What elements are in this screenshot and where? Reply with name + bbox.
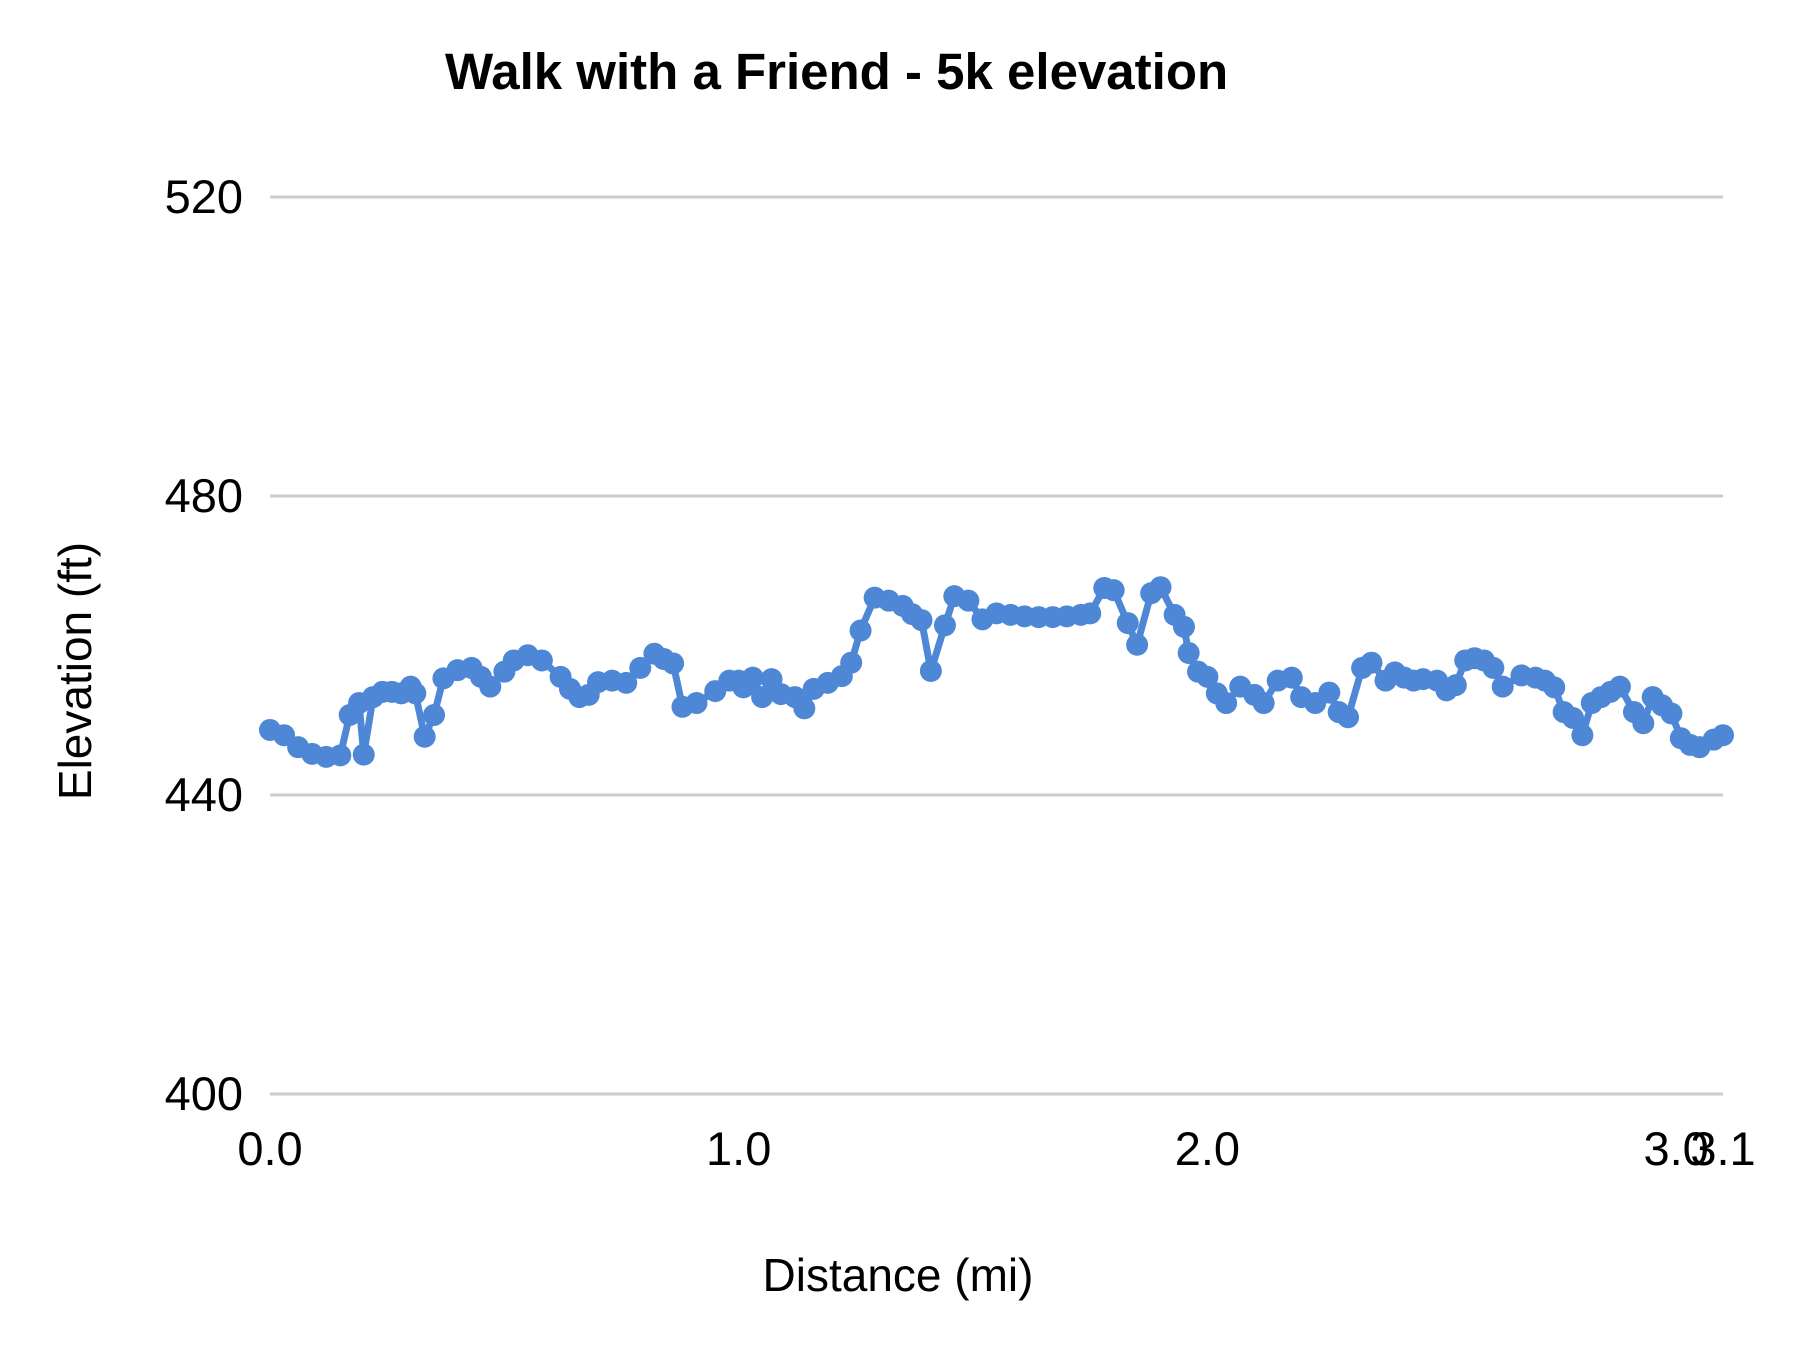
- x-axis-title: Distance (mi): [762, 1249, 1034, 1301]
- data-point: [530, 649, 553, 672]
- data-point: [840, 651, 863, 674]
- data-point: [1172, 615, 1195, 638]
- data-point: [423, 704, 446, 727]
- data-point: [1491, 675, 1514, 698]
- data-point: [1126, 633, 1149, 656]
- data-point: [1215, 692, 1238, 715]
- data-point: [413, 725, 436, 748]
- data-point: [685, 692, 708, 715]
- data-point: [662, 652, 685, 675]
- data-point: [910, 609, 933, 632]
- y-tick-label-520: 520: [164, 170, 243, 223]
- data-point: [1543, 676, 1566, 699]
- data-point: [1102, 579, 1125, 602]
- data-point: [1360, 651, 1383, 674]
- data-point: [1571, 724, 1594, 747]
- x-tick-label-3.1: 3.1: [1690, 1122, 1756, 1175]
- data-point: [1116, 612, 1139, 635]
- data-point: [352, 743, 375, 766]
- y-axis-title: Elevation (ft): [49, 541, 101, 801]
- data-point: [1482, 656, 1505, 679]
- data-point: [1177, 641, 1200, 664]
- data-point: [479, 675, 502, 698]
- data-point: [1632, 712, 1655, 735]
- data-point: [329, 744, 352, 767]
- data-point: [751, 686, 774, 709]
- data-point: [741, 666, 764, 689]
- data-point: [629, 656, 652, 679]
- x-tick-label-1.0: 1.0: [706, 1122, 772, 1175]
- data-point: [1562, 707, 1585, 730]
- data-point: [1280, 666, 1303, 689]
- data-point: [1712, 724, 1734, 747]
- data-point: [957, 589, 980, 612]
- data-point: [1660, 702, 1683, 725]
- gridlines: [270, 195, 1723, 1096]
- y-tick-label-480: 480: [164, 469, 243, 522]
- data-point: [615, 671, 638, 694]
- data-point: [933, 614, 956, 637]
- x-tick-label-3.0: 3.0: [1643, 1122, 1709, 1175]
- y-tick-label-440: 440: [164, 768, 243, 821]
- data-point: [1608, 675, 1631, 698]
- chart-title: Walk with a Friend - 5k elevation: [445, 43, 1229, 100]
- y-tick-label-400: 400: [164, 1067, 243, 1120]
- data-point: [1337, 706, 1360, 729]
- data-point: [849, 619, 872, 642]
- data-point: [1318, 681, 1341, 704]
- elevation-series: [259, 576, 1734, 768]
- x-tick-label-2.0: 2.0: [1174, 1122, 1241, 1175]
- data-point: [1444, 674, 1467, 697]
- data-point: [404, 682, 427, 705]
- data-point: [919, 659, 942, 682]
- x-tick-label-0.0: 0.0: [237, 1122, 303, 1175]
- data-point: [793, 697, 816, 720]
- data-point: [1149, 576, 1172, 599]
- data-point: [1252, 692, 1275, 715]
- data-point: [1079, 602, 1102, 625]
- data-point: [1196, 665, 1219, 688]
